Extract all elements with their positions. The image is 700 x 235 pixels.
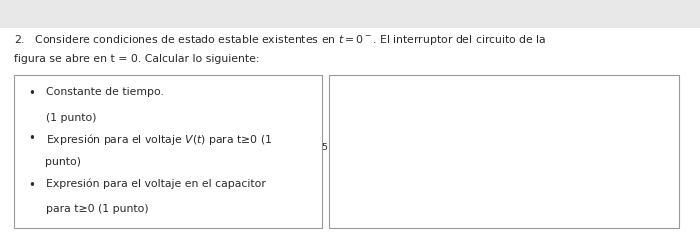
Text: +: + xyxy=(440,160,447,169)
Text: •: • xyxy=(28,132,35,145)
Text: Expresión para el voltaje en el capacitor: Expresión para el voltaje en el capacito… xyxy=(46,179,265,189)
Text: Constante de tiempo.: Constante de tiempo. xyxy=(46,87,163,97)
Text: $t = 0$: $t = 0$ xyxy=(463,93,485,104)
Text: 20 kΩ: 20 kΩ xyxy=(395,84,423,93)
Text: para t≥0 (1 punto): para t≥0 (1 punto) xyxy=(46,204,148,215)
Text: 1 kΩ: 1 kΩ xyxy=(586,145,608,154)
Text: 12 V: 12 V xyxy=(398,164,419,173)
Text: $v$: $v$ xyxy=(637,144,645,154)
Text: −: − xyxy=(637,184,648,197)
Text: (1 punto): (1 punto) xyxy=(46,113,96,123)
Text: •: • xyxy=(28,87,35,100)
Text: 3 kΩ: 3 kΩ xyxy=(485,84,507,93)
Text: 5 μF: 5 μF xyxy=(321,143,342,152)
Text: 10 kΩ: 10 kΩ xyxy=(482,207,510,216)
Text: −: − xyxy=(439,167,448,176)
Text: Expresión para el voltaje $V(t)$ para t≥0 (1: Expresión para el voltaje $V(t)$ para t≥… xyxy=(46,132,272,147)
Text: •: • xyxy=(28,179,35,192)
Text: figura se abre en t = 0. Calcular lo siguiente:: figura se abre en t = 0. Calcular lo sig… xyxy=(14,54,260,64)
Text: punto): punto) xyxy=(46,157,81,168)
Text: +: + xyxy=(637,103,646,113)
Text: 2.   Considere condiciones de estado estable existentes en $t = 0^-$. El interru: 2. Considere condiciones de estado estab… xyxy=(14,33,547,47)
Text: 5 kΩ: 5 kΩ xyxy=(507,145,528,154)
